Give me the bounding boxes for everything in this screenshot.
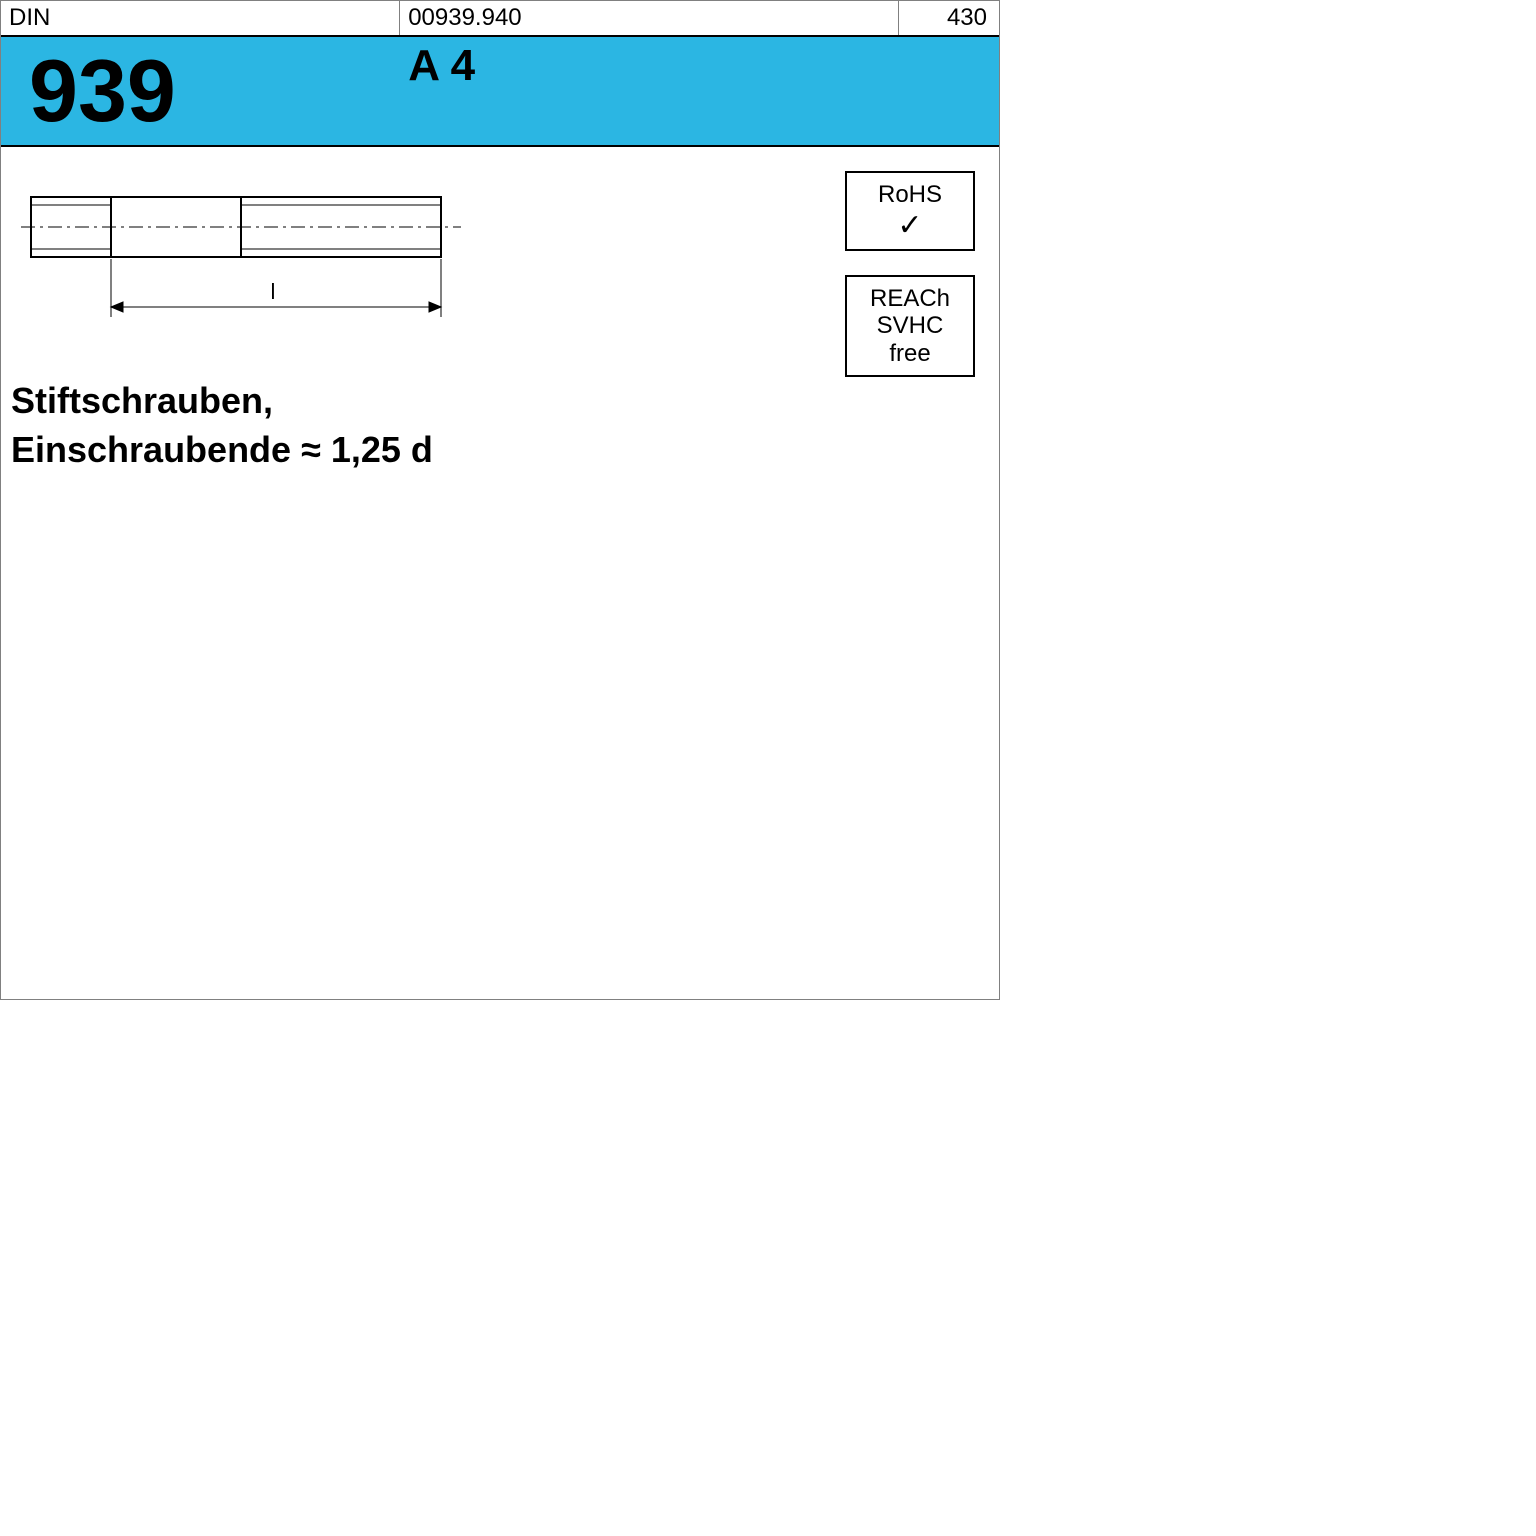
header-code: 00939.940 bbox=[400, 1, 899, 35]
dimension-label: l bbox=[271, 279, 276, 304]
desc-line-1: Stiftschrauben, bbox=[11, 377, 433, 426]
title-row: 939 A 4 bbox=[1, 37, 999, 147]
header-page: 430 bbox=[899, 1, 999, 35]
reach-badge: REACh SVHC free bbox=[845, 275, 975, 378]
reach-line-2: SVHC bbox=[877, 312, 944, 340]
header-standard: DIN bbox=[1, 1, 400, 35]
reach-line-1: REACh bbox=[870, 285, 950, 313]
reach-line-3: free bbox=[889, 340, 930, 368]
datasheet-page: DIN 00939.940 430 939 A 4 bbox=[0, 0, 1000, 1000]
header-row: DIN 00939.940 430 bbox=[1, 1, 999, 37]
product-description: Stiftschrauben, Einschraubende ≈ 1,25 d bbox=[11, 377, 433, 474]
compliance-badges: RoHS ✓ REACh SVHC free bbox=[845, 171, 975, 377]
material-grade: A 4 bbox=[400, 37, 999, 145]
stud-bolt-diagram: l bbox=[21, 167, 471, 347]
check-icon: ✓ bbox=[897, 211, 922, 241]
rohs-label: RoHS bbox=[878, 181, 942, 209]
desc-line-2: Einschraubende ≈ 1,25 d bbox=[11, 426, 433, 475]
rohs-badge: RoHS ✓ bbox=[845, 171, 975, 251]
standard-number: 939 bbox=[1, 37, 400, 145]
